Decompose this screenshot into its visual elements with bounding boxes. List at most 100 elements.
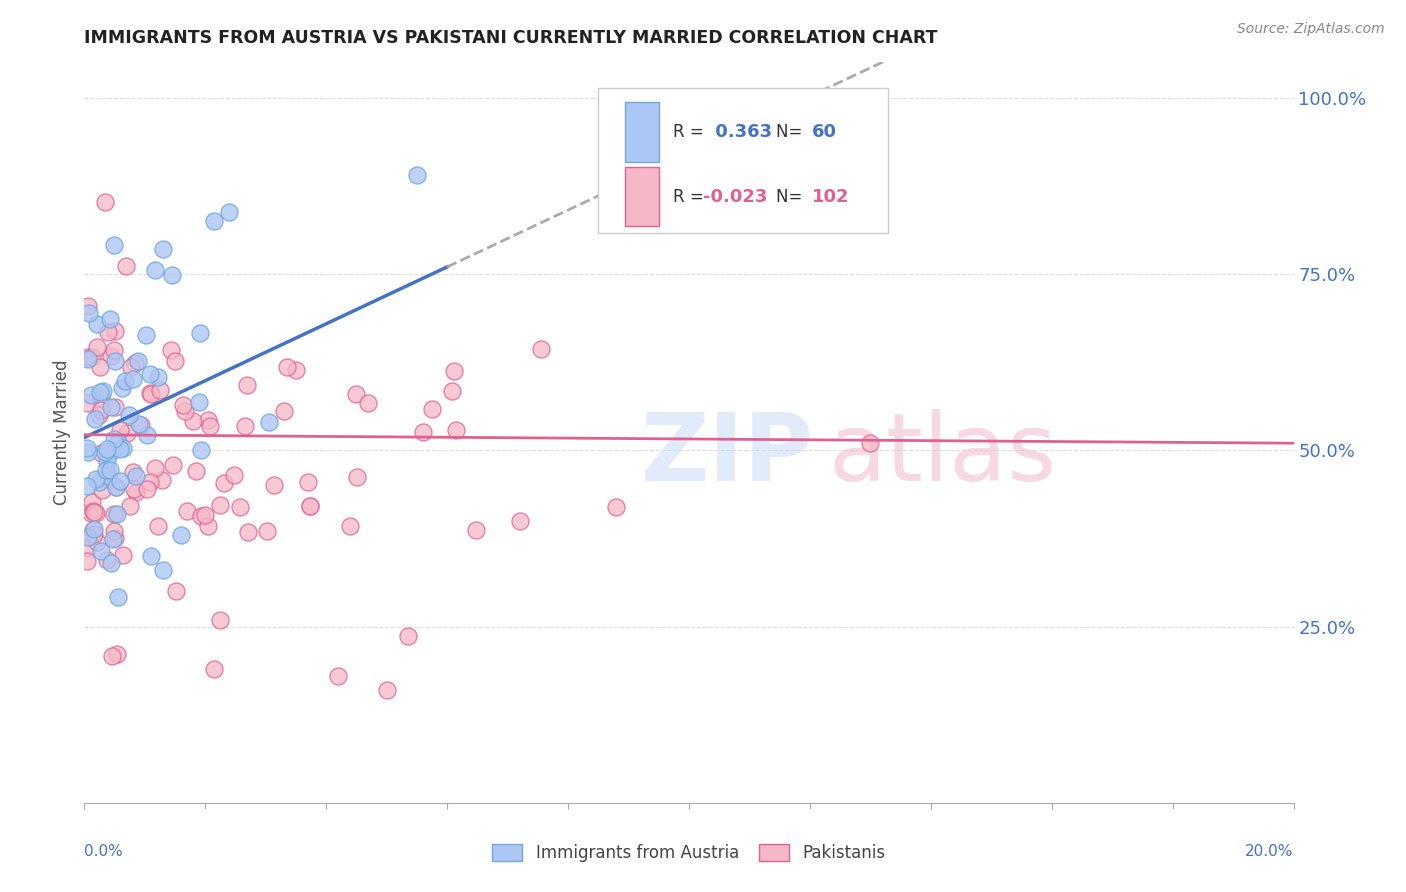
Point [98, 463, 121, 477]
Point [236, 525, 259, 540]
Point [80, 495, 103, 509]
Point [143, 263, 166, 277]
Point [108, 442, 131, 456]
Text: 20.0%: 20.0% [1246, 844, 1294, 858]
Point [83, 505, 105, 519]
Point [96, 553, 118, 567]
Point [299, 499, 322, 513]
Point [208, 613, 231, 627]
Point [160, 343, 183, 357]
Point [202, 214, 225, 228]
Point [114, 374, 136, 388]
Point [82, 523, 104, 537]
Point [174, 403, 197, 417]
FancyBboxPatch shape [624, 103, 659, 161]
Point [190, 508, 212, 523]
Point [197, 412, 219, 426]
Point [94, 445, 117, 459]
Point [96, 469, 118, 483]
Text: -0.023: -0.023 [703, 188, 768, 206]
Point [89, 391, 111, 405]
Point [165, 584, 187, 599]
Point [108, 474, 131, 488]
Point [129, 418, 152, 433]
Point [77, 299, 100, 313]
Text: IMMIGRANTS FROM AUSTRIA VS PAKISTANI CURRENTLY MARRIED CORRELATION CHART: IMMIGRANTS FROM AUSTRIA VS PAKISTANI CUR… [84, 29, 938, 47]
Point [162, 268, 184, 282]
Point [77, 306, 100, 320]
Point [76, 541, 98, 555]
Point [212, 475, 235, 490]
Point [396, 629, 419, 643]
Point [139, 387, 162, 401]
Point [197, 518, 219, 533]
Point [257, 415, 280, 429]
Point [89, 475, 111, 490]
Point [190, 443, 212, 458]
Point [184, 464, 207, 478]
Point [122, 483, 145, 497]
Point [139, 475, 162, 489]
Y-axis label: Currently Married: Currently Married [53, 359, 72, 506]
Point [297, 475, 319, 489]
Point [97, 325, 120, 339]
Text: N=: N= [776, 188, 807, 206]
Point [229, 500, 252, 515]
Point [135, 482, 157, 496]
Point [104, 324, 127, 338]
Point [111, 381, 134, 395]
Point [162, 458, 184, 473]
Point [107, 590, 129, 604]
Point [89, 408, 111, 422]
Point [605, 500, 627, 514]
Point [103, 508, 125, 522]
Point [90, 544, 112, 558]
Point [152, 242, 174, 256]
Point [125, 485, 148, 500]
Point [77, 352, 100, 367]
Point [101, 648, 124, 663]
Text: 0.363: 0.363 [710, 123, 773, 141]
Point [97, 472, 120, 486]
Point [135, 428, 157, 442]
FancyBboxPatch shape [599, 88, 889, 233]
Point [101, 443, 124, 458]
Point [138, 367, 160, 381]
Point [141, 549, 163, 564]
Point [103, 237, 125, 252]
Point [100, 349, 122, 363]
Point [464, 523, 486, 537]
Point [104, 532, 127, 546]
Point [94, 195, 117, 210]
Point [96, 442, 118, 456]
Point [118, 409, 141, 423]
Point [124, 356, 146, 370]
Point [145, 460, 167, 475]
Text: atlas: atlas [828, 409, 1056, 500]
Point [100, 400, 122, 414]
Point [84, 506, 107, 520]
Point [89, 385, 111, 400]
Point [122, 372, 145, 386]
Point [530, 342, 553, 356]
Point [150, 473, 173, 487]
Point [90, 403, 112, 417]
Text: 60: 60 [813, 123, 838, 141]
Point [146, 370, 169, 384]
Point [276, 360, 298, 375]
Point [96, 454, 118, 468]
Point [76, 396, 98, 410]
Point [103, 532, 125, 546]
Point [115, 425, 138, 440]
Text: ZIP: ZIP [641, 409, 814, 500]
Point [105, 480, 128, 494]
Point [103, 432, 125, 446]
Point [127, 353, 149, 368]
Point [76, 530, 98, 544]
Point [103, 343, 125, 357]
Point [344, 386, 367, 401]
Text: N=: N= [776, 123, 807, 141]
Point [146, 519, 169, 533]
Point [76, 553, 98, 567]
Point [135, 328, 157, 343]
